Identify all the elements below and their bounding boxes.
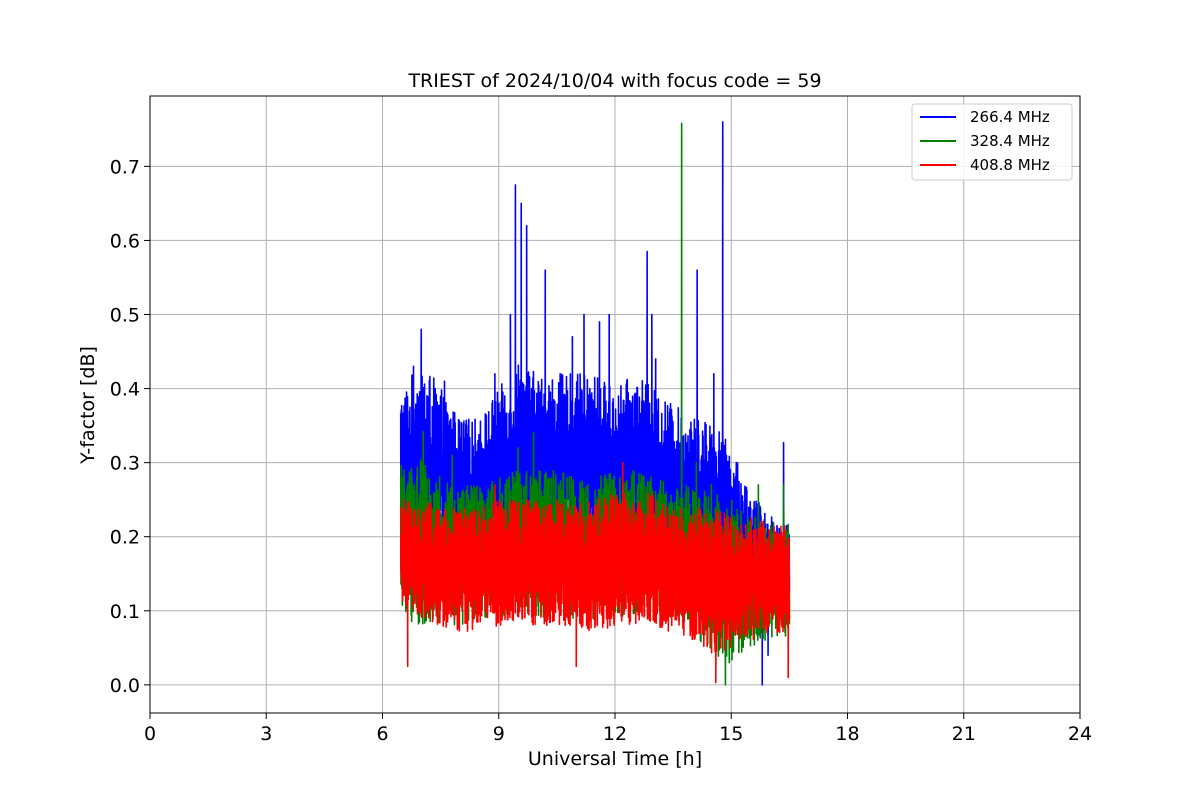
x-axis-label: Universal Time [h] bbox=[528, 748, 702, 770]
y-tick-label: 0.5 bbox=[110, 305, 140, 327]
legend-entry-label: 266.4 MHz bbox=[970, 108, 1050, 126]
x-tick-label: 3 bbox=[260, 723, 272, 745]
y-axis: 0.0 0.1 0.2 0.3 0.4 0.5 0.6 0.7 bbox=[110, 156, 150, 697]
y-tick-label: 0.0 bbox=[110, 675, 140, 697]
y-axis-label: Y-factor [dB] bbox=[77, 346, 99, 465]
x-tick-label: 15 bbox=[719, 723, 743, 745]
x-axis: 0 3 6 9 12 15 18 21 24 bbox=[144, 713, 1092, 745]
x-tick-label: 18 bbox=[835, 723, 859, 745]
x-tick-label: 12 bbox=[603, 723, 627, 745]
y-tick-label: 0.2 bbox=[110, 527, 140, 549]
x-tick-label: 21 bbox=[952, 723, 976, 745]
x-tick-label: 24 bbox=[1068, 723, 1092, 745]
plot-area bbox=[399, 121, 791, 686]
legend-frame bbox=[911, 103, 1073, 181]
y-tick-label: 0.4 bbox=[110, 379, 140, 401]
legend-entry-label: 328.4 MHz bbox=[970, 132, 1050, 150]
y-tick-label: 0.3 bbox=[110, 453, 140, 475]
y-tick-label: 0.7 bbox=[110, 156, 140, 178]
series-line-2 bbox=[399, 461, 791, 684]
y-tick-label: 0.1 bbox=[110, 601, 140, 623]
legend-entry-label: 408.8 MHz bbox=[970, 156, 1050, 174]
x-tick-label: 9 bbox=[493, 723, 505, 745]
x-tick-label: 0 bbox=[144, 723, 156, 745]
chart-title: TRIEST of 2024/10/04 with focus code = 5… bbox=[407, 70, 821, 92]
legend: 266.4 MHz 328.4 MHz 408.8 MHz bbox=[911, 103, 1073, 181]
y-tick-label: 0.6 bbox=[110, 230, 140, 252]
x-tick-label: 6 bbox=[376, 723, 388, 745]
